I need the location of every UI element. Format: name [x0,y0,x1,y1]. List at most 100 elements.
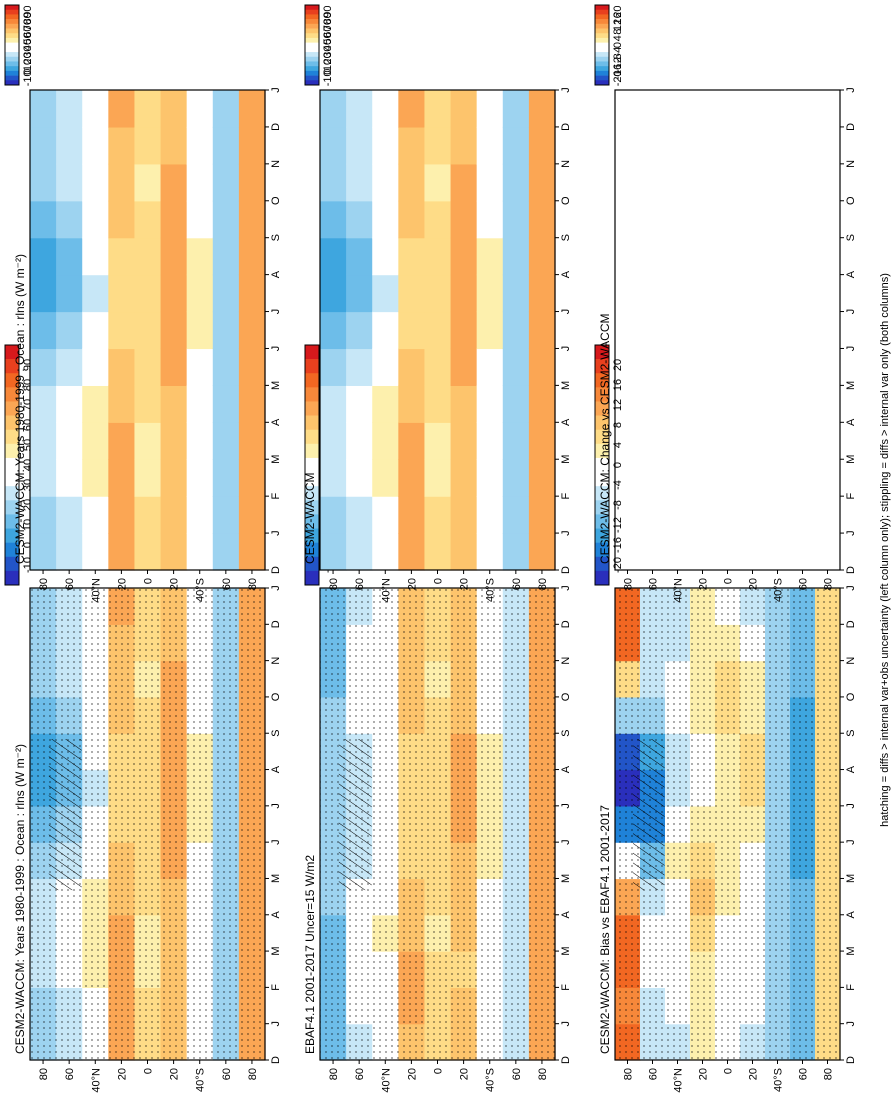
colorbar-label: -16 [612,64,624,80]
heat-cell [450,348,478,386]
heat-cell [238,163,266,202]
colorbar-label: 90 [322,6,334,18]
heat-cell [30,90,57,128]
colorbar-label: 16 [612,379,624,391]
colorbar-swatch [5,570,19,586]
heat-cell [424,496,452,534]
month-label: N [845,160,857,168]
colorbar-label: -12 [612,57,624,73]
colorbar-swatch [305,47,319,53]
heat-cell [30,422,57,460]
colorbar-swatch [595,19,609,25]
heat-cell [56,311,83,350]
month-label: D [845,1056,857,1064]
colorbar-label: 10 [22,59,34,71]
heat-cell [320,200,347,239]
lat-label: 40°S [195,578,207,602]
month-label: J [560,346,572,352]
colorbar-swatch [305,528,319,543]
colorbar-swatch [5,500,19,515]
heat-cell [134,348,162,386]
colorbar-label: 40 [322,39,334,51]
colorbar-swatch [595,401,609,416]
month-label: D [845,123,857,131]
heat-cell [134,533,162,571]
colorbar-swatch [305,23,319,29]
heat-cell [372,422,399,460]
heat-cell [82,348,109,386]
heat-cell [476,126,504,165]
panels-layer: CESM2-WACCM: Years 1980-1999 : Ocean : r… [4,4,857,1093]
month-label: J [845,87,857,93]
colorbar-label: -8 [612,53,624,63]
month-label: S [845,234,857,241]
heat-cell [160,348,188,386]
heat-cell [56,90,83,128]
lat-label: 40°N [673,578,685,603]
month-label: D [270,620,282,628]
heat-cell [346,237,373,276]
month-label: S [560,234,572,241]
month-label: N [845,657,857,665]
lat-label: 80 [38,578,50,590]
heat-cell [238,311,266,350]
heat-cell [372,348,399,386]
colorbar-swatch [305,443,319,459]
colorbar-frame [304,344,320,586]
heat-cell [320,163,347,202]
heat-cell [30,237,57,276]
month-label: D [845,620,857,628]
heat-cell [346,496,373,534]
colorbar-swatch [5,443,19,459]
lat-label: 80 [247,1068,259,1080]
heat-cell [212,126,240,165]
colorbar-swatch [305,66,319,72]
month-label: M [560,946,572,955]
month-label: D [270,1056,282,1064]
colorbar-label: -8 [612,500,624,510]
month-label: S [560,730,572,737]
colorbar-swatch [595,14,609,20]
heat-cell [212,90,240,128]
heat-cell [212,533,240,571]
month-label: D [270,566,282,574]
month-label: J [845,309,857,315]
colorbar-swatch [305,345,319,360]
heat-cell [30,126,57,165]
colorbar-label: 4 [612,442,624,448]
colorbar-swatch [305,52,319,58]
colorbar-label: 4 [612,35,624,41]
heat-cell [212,163,240,202]
heat-cell [82,311,109,350]
lat-label: 20 [459,1068,471,1080]
colorbar-swatch [5,5,19,11]
heat-cell [502,348,530,386]
colorbar-swatch [595,443,609,459]
colorbar-label: -4 [612,47,624,57]
heat-cell [372,237,399,276]
heat-cell [424,348,452,386]
month-label: J [845,346,857,352]
colorbar-label: 80 [22,12,34,24]
heat-cell [186,163,214,202]
lat-label: 60 [64,578,76,590]
lat-label: 40°S [773,578,785,602]
panel-model-right: CESM2-WACCM: Years 1980-1999 : Ocean : r… [4,4,282,603]
heat-cell [346,200,373,239]
heat-cell [398,422,426,460]
heat-cell [160,274,188,313]
colorbar-swatch [305,570,319,586]
heat-cell [186,459,214,497]
heat-cell [528,385,556,423]
month-label: D [845,566,857,574]
heat-cell [502,163,530,202]
lat-label: 60 [221,1068,233,1080]
month-label: M [270,874,282,883]
colorbar-swatch [595,514,609,529]
heat-cell [450,126,478,165]
colorbar-swatch [595,556,609,572]
colorbar-swatch [595,61,609,67]
colorbar-swatch [595,542,609,558]
heat-cell [238,90,266,128]
heat-cell [476,385,504,423]
